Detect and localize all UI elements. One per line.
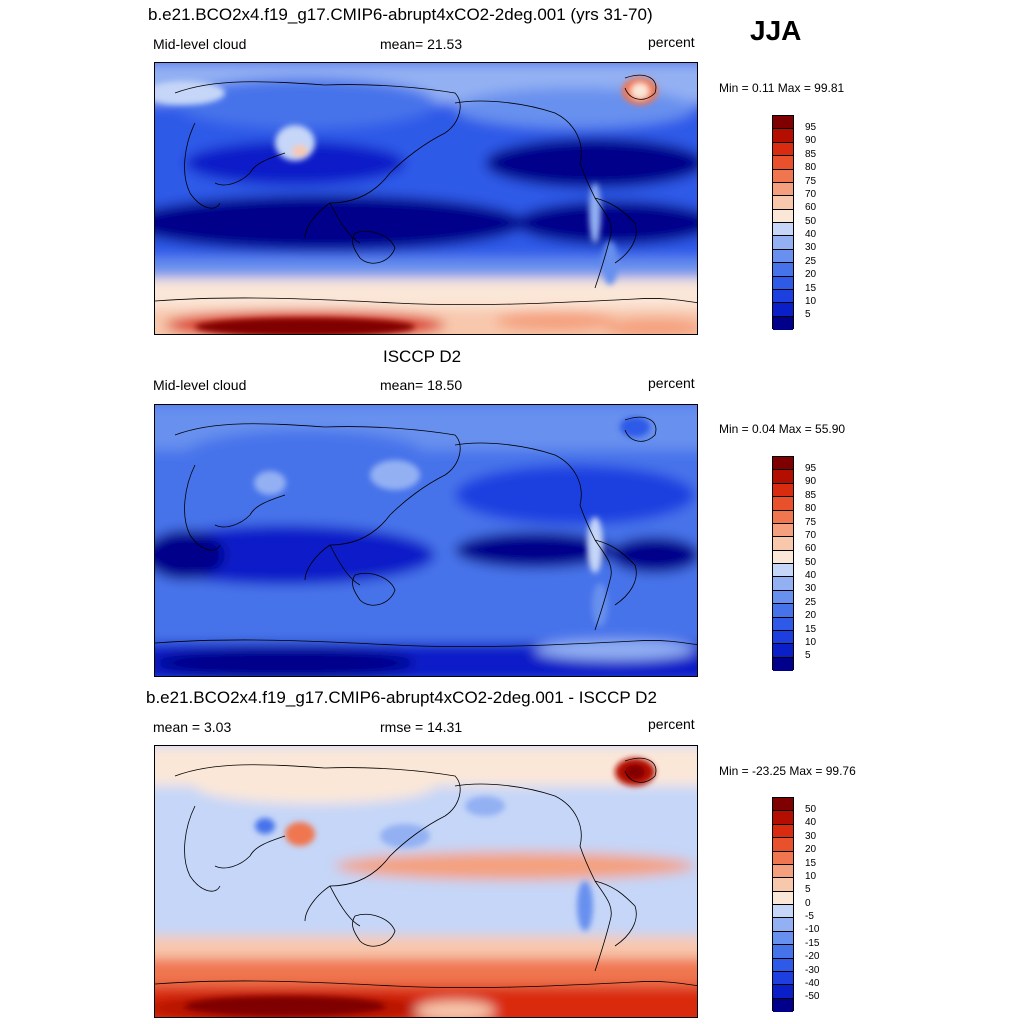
colorbar-tick-label: 30	[805, 583, 817, 595]
colorbar-tick-label: 20	[805, 610, 817, 622]
panel-1-map	[154, 62, 698, 335]
colorbar-tick-label: 50	[805, 215, 817, 227]
panel-1-units-label: percent	[648, 34, 695, 50]
colorbar-tick-label: 10	[805, 295, 817, 307]
colorbar-tick-label: 15	[805, 857, 817, 869]
colorbar-tick-label: 70	[805, 529, 817, 541]
colorbar-tick-label: -10	[805, 924, 820, 936]
panel-2-variable-label: Mid-level cloud	[153, 377, 247, 393]
colorbar-tick-label: 5	[805, 309, 811, 321]
panel-2-units-label: percent	[648, 375, 695, 391]
panel-1-map-svg	[155, 63, 697, 334]
colorbar-tick-label: 95	[805, 463, 817, 474]
colorbar-tick-label: 20	[805, 844, 817, 856]
panel-2-minmax: Min = 0.04 Max = 55.90	[719, 422, 846, 436]
colorbar-tick-label: -5	[805, 911, 814, 922]
colorbar-tick-label: 50	[805, 804, 817, 815]
panel-1-colorbar	[772, 115, 794, 330]
colorbar-tick-label: 40	[805, 229, 817, 240]
colorbar-tick-label: 15	[805, 282, 817, 294]
panel-1-mean-label: mean= 21.53	[380, 36, 463, 52]
colorbar-tick-label: 80	[805, 162, 817, 174]
colorbar-tick-label: 90	[805, 135, 817, 147]
panel-3-mean-label: mean = 3.03	[153, 719, 232, 735]
colorbar-tick-label: -50	[805, 991, 820, 1003]
colorbar-tick-label: 30	[805, 242, 817, 254]
colorbar-tick-label: 60	[805, 543, 817, 555]
colorbar-tick-label: 70	[805, 188, 817, 200]
panel-3-map	[154, 745, 698, 1018]
colorbar-tick-label: 85	[805, 148, 817, 160]
colorbar-tick-label: 90	[805, 476, 817, 488]
colorbar-tick-label: 15	[805, 623, 817, 635]
panel-1-title: b.e21.BCO2x4.f19_g17.CMIP6-abrupt4xCO2-2…	[148, 5, 653, 24]
colorbar-tick-label: 25	[805, 596, 817, 608]
panel-3-colorbar	[772, 797, 794, 1012]
colorbar-tick-label: 5	[805, 650, 811, 662]
season-label: JJA	[750, 15, 802, 46]
panel-3-map-svg	[155, 746, 697, 1017]
panel-1-variable-label: Mid-level cloud	[153, 36, 247, 52]
colorbar-tick-label: -30	[805, 964, 820, 976]
colorbar-tick-label: 20	[805, 269, 817, 281]
panel-3-minmax: Min = -23.25 Max = 99.76	[719, 764, 856, 778]
panel-3-rmse-label: rmse = 14.31	[380, 719, 463, 735]
panel-3-title: b.e21.BCO2x4.f19_g17.CMIP6-abrupt4xCO2-2…	[146, 688, 657, 707]
colorbar-tick-label: 50	[805, 556, 817, 568]
colorbar-tick-label: 10	[805, 636, 817, 648]
colorbar-tick-label: 40	[805, 570, 817, 581]
colorbar-tick-label: 75	[805, 516, 817, 528]
colorbar-tick-label: 75	[805, 175, 817, 187]
colorbar-tick-label: 10	[805, 870, 817, 882]
colorbar-tick-label: 80	[805, 503, 817, 515]
panel-1-minmax: Min = 0.11 Max = 99.81	[719, 81, 845, 95]
colorbar-tick-label: -15	[805, 937, 820, 949]
panel-3-units-label: percent	[648, 716, 695, 732]
colorbar-tick-label: 85	[805, 489, 817, 501]
colorbar-tick-label: 95	[805, 122, 817, 133]
panel-2-map	[154, 404, 698, 677]
panel-2-mean-label: mean= 18.50	[380, 377, 463, 393]
panel-2-colorbar	[772, 456, 794, 671]
colorbar-tick-label: 5	[805, 884, 811, 896]
colorbar-tick-label: -40	[805, 977, 820, 989]
colorbar-tick-label: 0	[805, 897, 811, 909]
colorbar-tick-label: -20	[805, 951, 820, 963]
colorbar-tick-label: 30	[805, 830, 817, 842]
colorbar-tick-label: 60	[805, 202, 817, 214]
colorbar-tick-label: 40	[805, 817, 817, 829]
panel-2-title: ISCCP D2	[383, 347, 462, 366]
panel-2-map-svg	[155, 405, 697, 676]
colorbar-tick-label: 25	[805, 255, 817, 267]
